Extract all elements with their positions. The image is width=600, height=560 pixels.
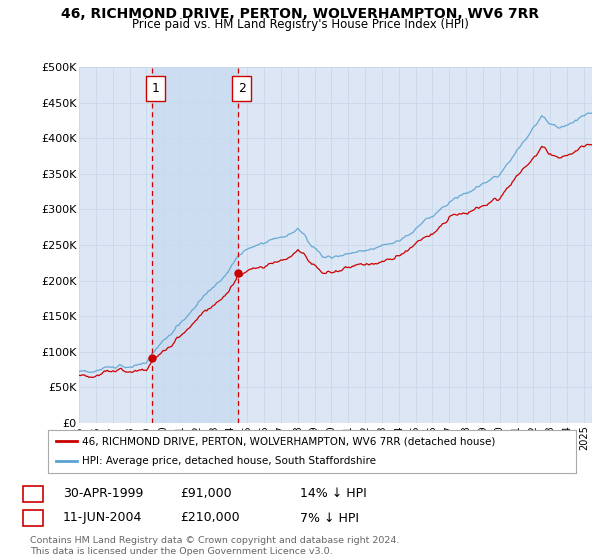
Text: 46, RICHMOND DRIVE, PERTON, WOLVERHAMPTON, WV6 7RR: 46, RICHMOND DRIVE, PERTON, WOLVERHAMPTO… <box>61 7 539 21</box>
Text: 7% ↓ HPI: 7% ↓ HPI <box>300 511 359 525</box>
Text: 1: 1 <box>152 82 160 95</box>
Text: 11-JUN-2004: 11-JUN-2004 <box>63 511 142 525</box>
Bar <box>152 67 238 423</box>
Text: HPI: Average price, detached house, South Staffordshire: HPI: Average price, detached house, Sout… <box>82 456 376 466</box>
Text: 2: 2 <box>29 511 37 525</box>
Text: 1: 1 <box>29 487 37 501</box>
Text: £91,000: £91,000 <box>180 487 232 501</box>
Text: £210,000: £210,000 <box>180 511 239 525</box>
Text: 46, RICHMOND DRIVE, PERTON, WOLVERHAMPTON, WV6 7RR (detached house): 46, RICHMOND DRIVE, PERTON, WOLVERHAMPTO… <box>82 436 496 446</box>
Text: 2: 2 <box>238 82 245 95</box>
Text: Price paid vs. HM Land Registry's House Price Index (HPI): Price paid vs. HM Land Registry's House … <box>131 18 469 31</box>
Text: 30-APR-1999: 30-APR-1999 <box>63 487 143 501</box>
Text: Contains HM Land Registry data © Crown copyright and database right 2024.
This d: Contains HM Land Registry data © Crown c… <box>30 536 400 556</box>
Text: 14% ↓ HPI: 14% ↓ HPI <box>300 487 367 501</box>
